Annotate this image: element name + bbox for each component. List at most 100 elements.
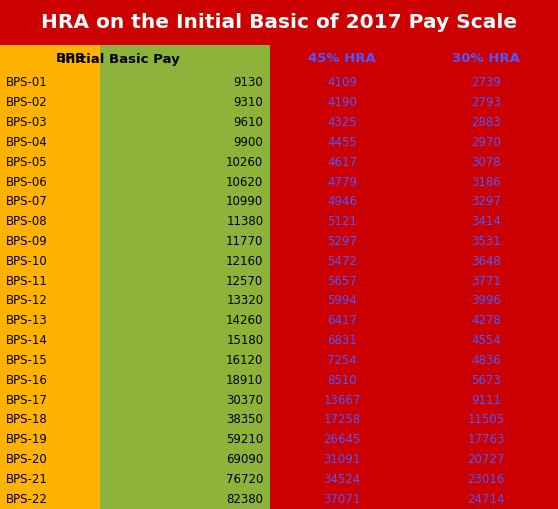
FancyBboxPatch shape <box>414 489 558 509</box>
FancyBboxPatch shape <box>100 469 270 489</box>
FancyBboxPatch shape <box>414 311 558 331</box>
Text: 9310: 9310 <box>234 96 263 109</box>
FancyBboxPatch shape <box>270 449 414 469</box>
Text: 4190: 4190 <box>327 96 357 109</box>
Text: 3078: 3078 <box>471 156 501 168</box>
Text: BPS-08: BPS-08 <box>6 215 47 228</box>
FancyBboxPatch shape <box>0 212 100 232</box>
FancyBboxPatch shape <box>100 212 270 232</box>
FancyBboxPatch shape <box>0 232 100 251</box>
FancyBboxPatch shape <box>100 251 270 271</box>
FancyBboxPatch shape <box>414 351 558 370</box>
Text: 20727: 20727 <box>467 453 504 466</box>
Text: 4278: 4278 <box>471 314 501 327</box>
Text: 9111: 9111 <box>471 393 501 407</box>
FancyBboxPatch shape <box>0 93 100 112</box>
Text: BPS-02: BPS-02 <box>6 96 47 109</box>
FancyBboxPatch shape <box>414 469 558 489</box>
FancyBboxPatch shape <box>270 370 414 390</box>
Text: 13320: 13320 <box>226 294 263 307</box>
FancyBboxPatch shape <box>270 271 414 291</box>
Text: 2793: 2793 <box>471 96 501 109</box>
Text: BPS-17: BPS-17 <box>6 393 47 407</box>
Text: 6831: 6831 <box>327 334 357 347</box>
FancyBboxPatch shape <box>414 331 558 351</box>
Text: 18910: 18910 <box>226 374 263 387</box>
Text: 4554: 4554 <box>471 334 501 347</box>
Text: 5121: 5121 <box>327 215 357 228</box>
FancyBboxPatch shape <box>100 232 270 251</box>
Text: 38350: 38350 <box>227 413 263 427</box>
Text: BPS-07: BPS-07 <box>6 195 47 208</box>
Text: 9900: 9900 <box>234 136 263 149</box>
FancyBboxPatch shape <box>270 112 414 132</box>
FancyBboxPatch shape <box>270 390 414 410</box>
Text: 23016: 23016 <box>468 473 504 486</box>
Text: 17763: 17763 <box>467 433 504 446</box>
Text: 4325: 4325 <box>327 116 357 129</box>
Text: 5994: 5994 <box>327 294 357 307</box>
Text: 14260: 14260 <box>226 314 263 327</box>
Text: BPS-22: BPS-22 <box>6 493 47 505</box>
Text: 2739: 2739 <box>471 76 501 90</box>
FancyBboxPatch shape <box>100 390 270 410</box>
Text: 3414: 3414 <box>471 215 501 228</box>
FancyBboxPatch shape <box>414 73 558 93</box>
FancyBboxPatch shape <box>414 232 558 251</box>
Text: 9610: 9610 <box>233 116 263 129</box>
Text: 5297: 5297 <box>327 235 357 248</box>
FancyBboxPatch shape <box>100 152 270 172</box>
Text: 4946: 4946 <box>327 195 357 208</box>
Text: 9130: 9130 <box>234 76 263 90</box>
FancyBboxPatch shape <box>270 331 414 351</box>
FancyBboxPatch shape <box>0 489 100 509</box>
FancyBboxPatch shape <box>100 73 270 93</box>
Text: BPS-09: BPS-09 <box>6 235 47 248</box>
Text: BPS-03: BPS-03 <box>6 116 47 129</box>
FancyBboxPatch shape <box>100 172 270 192</box>
FancyBboxPatch shape <box>270 45 414 73</box>
FancyBboxPatch shape <box>0 390 100 410</box>
Text: BPS-12: BPS-12 <box>6 294 47 307</box>
FancyBboxPatch shape <box>414 93 558 112</box>
FancyBboxPatch shape <box>270 351 414 370</box>
Text: 30% HRA: 30% HRA <box>452 52 520 66</box>
FancyBboxPatch shape <box>100 271 270 291</box>
Text: BPS-18: BPS-18 <box>6 413 47 427</box>
FancyBboxPatch shape <box>414 410 558 430</box>
Text: 16120: 16120 <box>226 354 263 367</box>
FancyBboxPatch shape <box>0 449 100 469</box>
Text: 6417: 6417 <box>327 314 357 327</box>
FancyBboxPatch shape <box>0 251 100 271</box>
FancyBboxPatch shape <box>414 212 558 232</box>
Text: 3531: 3531 <box>471 235 501 248</box>
FancyBboxPatch shape <box>100 370 270 390</box>
Text: 12160: 12160 <box>226 255 263 268</box>
FancyBboxPatch shape <box>0 351 100 370</box>
Text: BPS-10: BPS-10 <box>6 255 47 268</box>
FancyBboxPatch shape <box>414 251 558 271</box>
Text: 10620: 10620 <box>226 176 263 188</box>
FancyBboxPatch shape <box>100 93 270 112</box>
FancyBboxPatch shape <box>100 410 270 430</box>
Text: HRA on the Initial Basic of 2017 Pay Scale: HRA on the Initial Basic of 2017 Pay Sca… <box>41 13 517 32</box>
FancyBboxPatch shape <box>414 172 558 192</box>
Text: 5673: 5673 <box>471 374 501 387</box>
FancyBboxPatch shape <box>414 390 558 410</box>
FancyBboxPatch shape <box>414 271 558 291</box>
Text: 10260: 10260 <box>226 156 263 168</box>
Text: 11505: 11505 <box>468 413 504 427</box>
FancyBboxPatch shape <box>0 311 100 331</box>
FancyBboxPatch shape <box>270 73 414 93</box>
Text: 5657: 5657 <box>327 274 357 288</box>
FancyBboxPatch shape <box>0 73 100 93</box>
FancyBboxPatch shape <box>414 45 558 73</box>
FancyBboxPatch shape <box>0 430 100 449</box>
Text: BPS-16: BPS-16 <box>6 374 47 387</box>
FancyBboxPatch shape <box>270 469 414 489</box>
Text: BPS: BPS <box>56 52 85 66</box>
Text: 3186: 3186 <box>471 176 501 188</box>
Text: 37071: 37071 <box>324 493 360 505</box>
FancyBboxPatch shape <box>0 152 100 172</box>
Text: 26645: 26645 <box>323 433 360 446</box>
